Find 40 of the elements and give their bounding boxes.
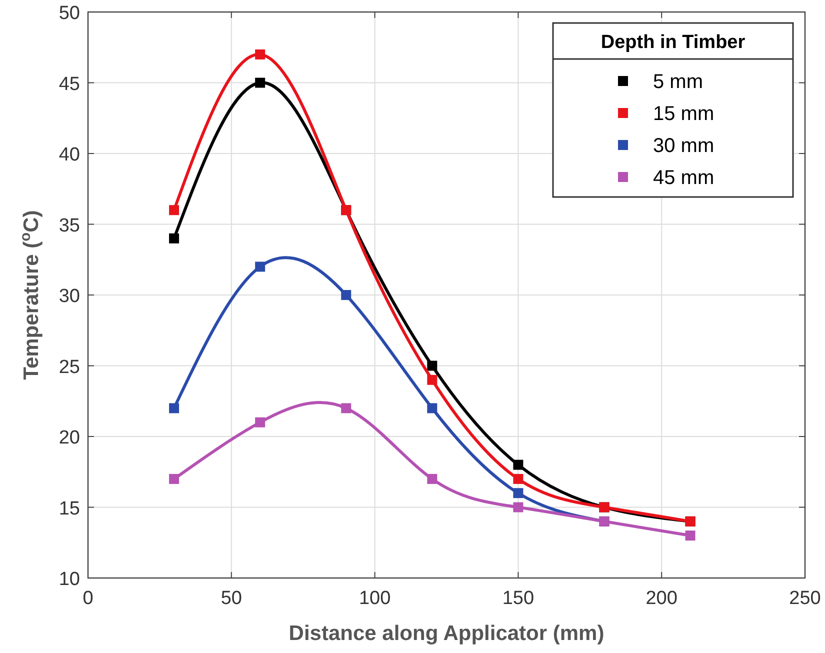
x-tick-label: 200 [646, 588, 678, 609]
y-tick-label: 50 [58, 3, 80, 24]
y-tick-label: 35 [58, 215, 80, 236]
point [513, 460, 524, 470]
point [685, 530, 696, 541]
point [341, 403, 352, 414]
point [427, 374, 438, 385]
point [341, 290, 352, 300]
point [169, 403, 180, 414]
y-tick-label: 20 [58, 428, 80, 448]
y-tick-label: 15 [58, 498, 80, 520]
point [427, 360, 438, 371]
point [513, 488, 524, 498]
legend-label: 30 mm [653, 135, 714, 157]
x-axis-title: Distance along Applicator (mm) [288, 622, 604, 645]
point [169, 474, 180, 484]
y-tick-label: 25 [58, 356, 80, 378]
legend-label: 45 mm [653, 167, 714, 189]
point [255, 262, 266, 272]
x-tick-label: 50 [220, 588, 242, 609]
point [513, 474, 524, 484]
y-tick-label: 40 [58, 144, 80, 166]
y-tick-label: 10 [58, 569, 80, 590]
y-tick-label: 30 [58, 286, 80, 307]
point [255, 78, 266, 88]
y-tick-label: 45 [58, 74, 80, 95]
point [427, 474, 438, 484]
point [169, 205, 180, 216]
point [255, 417, 266, 428]
point [427, 403, 438, 414]
point [255, 49, 266, 60]
legend-label: 5 mm [653, 71, 703, 93]
x-tick-label: 150 [502, 588, 534, 609]
point [169, 233, 180, 244]
x-tick-label: 100 [358, 588, 391, 609]
legend-label: 15 mm [653, 103, 714, 125]
legend-title: Depth in Timber [600, 32, 746, 53]
point [513, 502, 524, 512]
x-tick-label: 0 [82, 588, 94, 609]
x-tick-label: 250 [789, 588, 821, 609]
